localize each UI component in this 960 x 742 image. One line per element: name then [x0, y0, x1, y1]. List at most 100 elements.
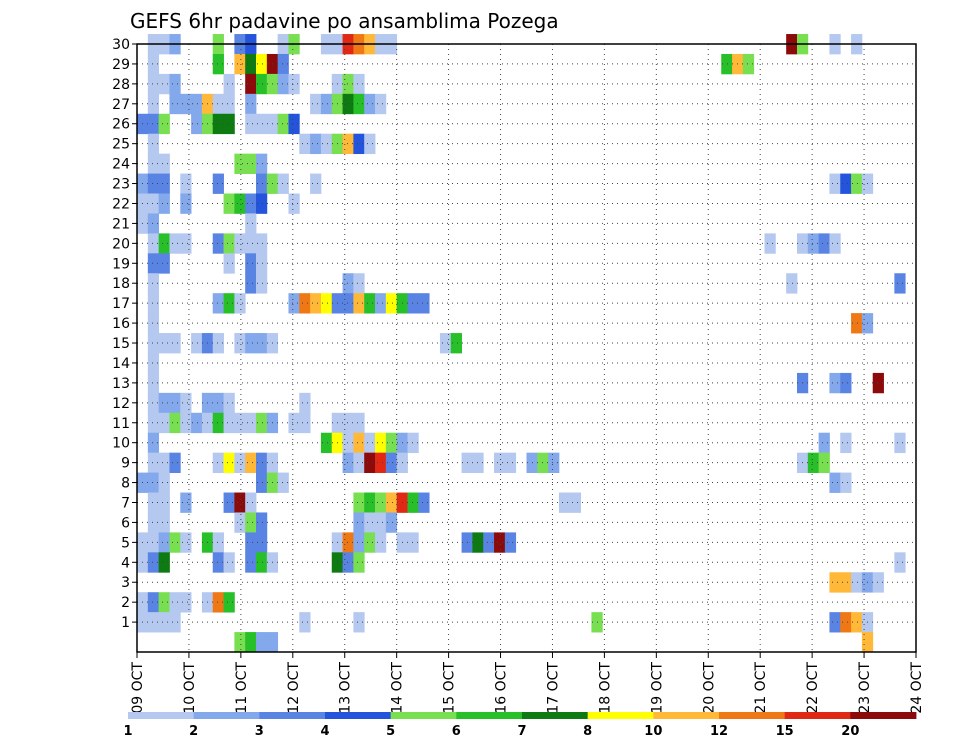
precip-cell	[245, 113, 257, 135]
precip-cell	[245, 532, 257, 553]
precip-cell	[223, 193, 235, 214]
precip-cell	[147, 372, 160, 394]
precip-cell	[807, 452, 820, 473]
y-tick-label: 3	[121, 575, 130, 591]
precip-cell	[320, 293, 333, 314]
precip-cell	[158, 73, 170, 95]
precip-cell	[245, 632, 257, 653]
precip-cell	[169, 452, 181, 473]
precip-cell	[169, 233, 181, 254]
precip-cell	[256, 193, 268, 214]
precip-cell	[266, 632, 279, 653]
precip-cell	[169, 592, 181, 613]
precip-cell	[483, 532, 495, 553]
precip-cell	[158, 193, 170, 214]
colorbar-label: 7	[517, 724, 526, 739]
precip-cell	[245, 73, 257, 95]
y-tick-label: 17	[112, 296, 130, 312]
precip-cell	[223, 452, 235, 473]
precip-cell	[851, 313, 863, 334]
precip-cell	[342, 133, 354, 155]
y-tick-label: 26	[112, 117, 130, 133]
precip-cell	[180, 392, 192, 414]
precip-cell	[245, 512, 257, 533]
precip-cell	[872, 572, 884, 593]
precip-cell	[353, 492, 365, 513]
precip-cell	[310, 173, 322, 194]
precip-cell	[840, 472, 852, 493]
precip-cell	[353, 93, 365, 115]
precip-cell	[277, 73, 289, 95]
precip-cell	[299, 412, 311, 434]
colorbar-label: 4	[320, 724, 329, 739]
precip-cell	[212, 173, 224, 194]
precip-cell	[342, 532, 354, 553]
y-tick-label: 30	[112, 37, 130, 53]
precip-cell	[504, 452, 517, 473]
precip-cell	[223, 113, 235, 135]
precip-cell	[353, 73, 365, 95]
colorbar-label: 10	[644, 724, 662, 739]
precip-cell	[234, 632, 246, 653]
precip-cell	[256, 452, 268, 473]
precip-cell	[180, 412, 192, 434]
precip-cell	[212, 592, 224, 613]
y-tick-label: 23	[112, 177, 130, 193]
precip-cell	[147, 93, 160, 115]
y-tick-label: 1	[121, 615, 130, 631]
colorbar-label: 6	[452, 724, 461, 739]
precip-cell	[169, 532, 181, 553]
colorbar-segment	[719, 712, 786, 719]
precip-cell	[147, 133, 160, 155]
colorbar-segment	[784, 712, 851, 719]
precip-cell	[234, 53, 246, 75]
y-tick-label: 15	[112, 336, 130, 352]
y-tick-label: 19	[112, 256, 130, 272]
precip-cell	[180, 592, 192, 613]
x-tick-label: 14 OCT	[390, 662, 406, 714]
precip-cell	[504, 532, 517, 553]
precip-cell	[829, 233, 841, 254]
precip-cell	[840, 612, 852, 633]
precip-cell	[234, 153, 246, 174]
precip-cell	[288, 113, 300, 135]
precip-cell	[180, 193, 192, 214]
precip-cell	[256, 53, 268, 75]
precip-cell	[256, 253, 268, 274]
x-tick-label: 10 OCT	[182, 662, 198, 714]
precip-cell	[310, 133, 322, 155]
precip-cell	[418, 293, 430, 314]
precip-cell	[147, 313, 160, 334]
precip-cell	[223, 253, 235, 274]
precip-cell	[158, 552, 170, 573]
precip-cell	[342, 432, 354, 454]
precip-cell	[548, 452, 560, 473]
precip-cell	[407, 532, 419, 553]
precip-cell	[256, 632, 268, 653]
precip-cell	[234, 193, 246, 214]
precip-cell	[147, 412, 160, 434]
x-tick-label: 23 OCT	[857, 662, 873, 714]
x-tick-label: 21 OCT	[753, 662, 769, 714]
precip-cell	[245, 552, 257, 573]
precip-cell	[223, 492, 235, 513]
precip-cell	[147, 293, 160, 314]
precip-cell	[212, 333, 224, 354]
plot-frame	[136, 43, 917, 653]
precip-cell	[299, 133, 311, 155]
colorbar-segment	[325, 712, 392, 719]
x-tick-label: 16 OCT	[494, 662, 510, 714]
colorbar-label: 3	[255, 724, 264, 739]
precip-cell	[147, 492, 160, 513]
precip-cell	[472, 452, 484, 473]
precip-cell	[169, 333, 181, 354]
precip-cell	[353, 412, 365, 434]
x-tick-label: 24 OCT	[909, 662, 925, 714]
precip-cell	[353, 512, 365, 533]
precip-cell	[245, 333, 257, 354]
precip-cell	[169, 73, 181, 95]
precip-cell	[223, 552, 235, 573]
colorbar-segment	[456, 712, 523, 719]
precip-cell	[288, 193, 300, 214]
colorbar-segment	[193, 712, 260, 719]
